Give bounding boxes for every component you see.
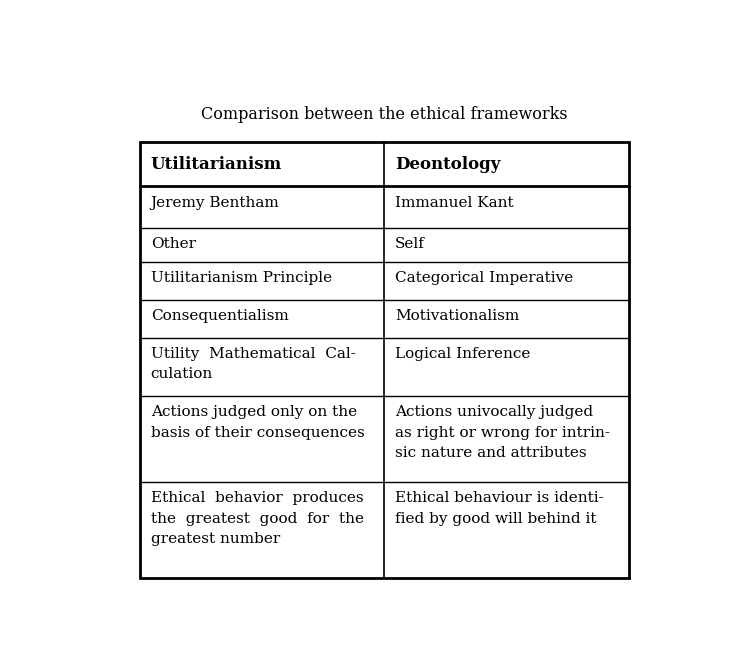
Text: Immanuel Kant: Immanuel Kant [394, 195, 514, 209]
Text: Self: Self [394, 237, 424, 251]
FancyBboxPatch shape [140, 141, 628, 578]
Text: Jeremy Bentham: Jeremy Bentham [151, 195, 280, 209]
Text: Utility  Mathematical  Cal-
culation: Utility Mathematical Cal- culation [151, 347, 356, 382]
Text: Actions judged only on the
basis of their consequences: Actions judged only on the basis of thei… [151, 406, 364, 440]
Text: Ethical behaviour is identi-
fied by good will behind it: Ethical behaviour is identi- fied by goo… [394, 491, 604, 526]
Text: Actions univocally judged
as right or wrong for intrin-
sic nature and attribute: Actions univocally judged as right or wr… [394, 406, 610, 460]
Text: Comparison between the ethical frameworks: Comparison between the ethical framework… [201, 106, 568, 123]
Text: Ethical  behavior  produces
the  greatest  good  for  the
greatest number: Ethical behavior produces the greatest g… [151, 491, 364, 546]
Text: Consequentialism: Consequentialism [151, 309, 289, 323]
Text: Logical Inference: Logical Inference [394, 347, 530, 361]
Text: Motivationalism: Motivationalism [394, 309, 519, 323]
Text: Other: Other [151, 237, 196, 251]
Text: Utilitarianism: Utilitarianism [151, 155, 282, 173]
Text: Utilitarianism Principle: Utilitarianism Principle [151, 271, 332, 285]
Text: Deontology: Deontology [394, 155, 500, 173]
Text: Categorical Imperative: Categorical Imperative [394, 271, 573, 285]
